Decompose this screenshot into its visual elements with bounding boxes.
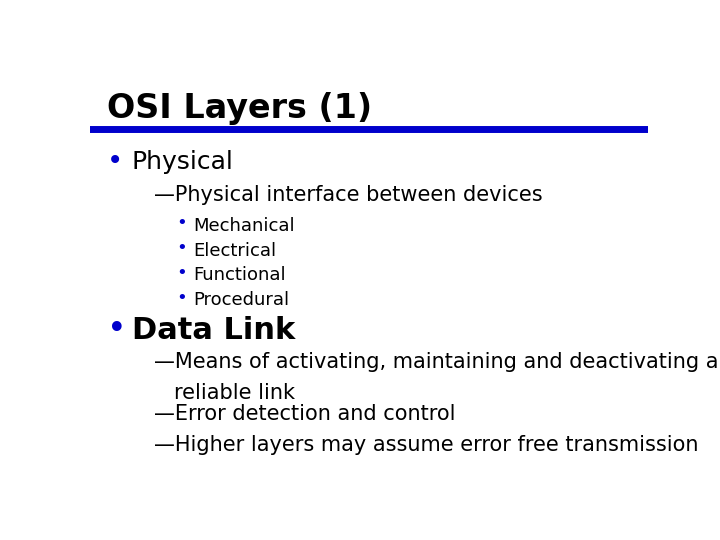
Text: •: • (176, 265, 187, 282)
Text: Procedural: Procedural (193, 292, 289, 309)
Text: —Physical interface between devices: —Physical interface between devices (154, 185, 543, 205)
Text: •: • (107, 147, 123, 175)
Text: —Higher layers may assume error free transmission: —Higher layers may assume error free tra… (154, 435, 698, 455)
Text: •: • (107, 313, 127, 346)
Text: —Error detection and control: —Error detection and control (154, 404, 456, 424)
Text: reliable link: reliable link (174, 383, 294, 403)
Text: •: • (176, 239, 187, 258)
Text: Physical: Physical (132, 150, 234, 174)
Text: —Means of activating, maintaining and deactivating a: —Means of activating, maintaining and de… (154, 352, 719, 372)
Text: Electrical: Electrical (193, 241, 276, 260)
Text: Data Link: Data Link (132, 316, 295, 346)
Text: Mechanical: Mechanical (193, 217, 295, 234)
Text: OSI Layers (1): OSI Layers (1) (107, 92, 372, 125)
Text: •: • (176, 289, 187, 307)
Text: Functional: Functional (193, 266, 286, 285)
Text: •: • (176, 214, 187, 233)
